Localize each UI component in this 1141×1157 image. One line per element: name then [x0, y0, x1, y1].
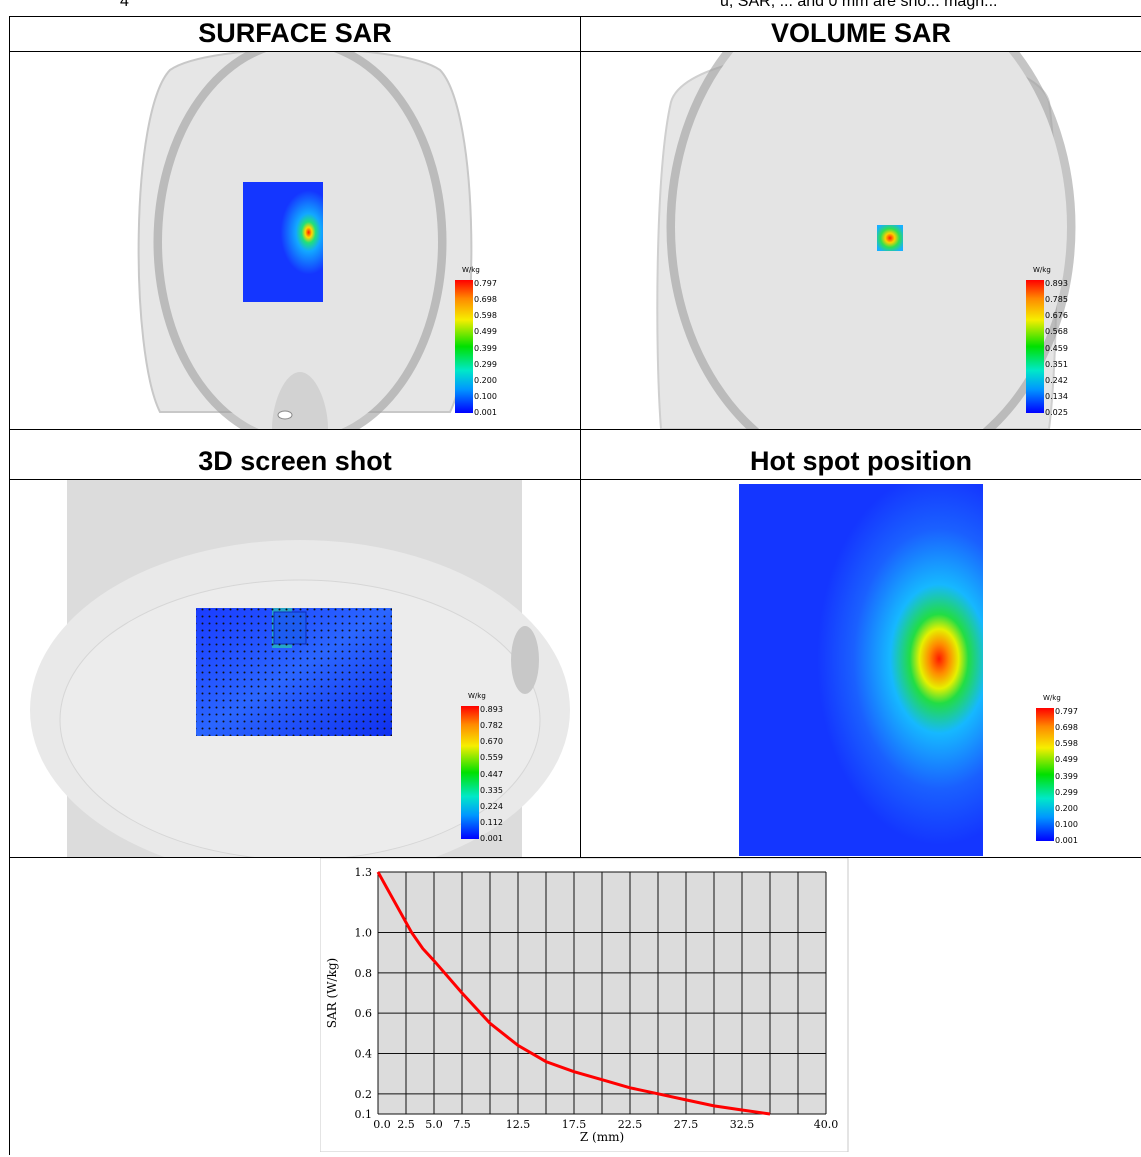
legend-tick: 0.242 [1045, 376, 1068, 385]
phantom-3d-view [30, 480, 570, 857]
legend-tick: 0.200 [474, 376, 497, 385]
y-tick-label: 0.8 [355, 967, 373, 980]
z-scan-chart-svg: 0.0 2.5 5.0 7.5 12.5 17.5 22.5 27.5 32.5 40.0 1.3… [319, 857, 849, 1153]
legend-tick: 0.785 [1045, 295, 1068, 304]
surface-sar-panel: W/kg 0.797 0.698 0.598 0.499 0.399 0.299… [10, 52, 580, 429]
legend-tick: 0.698 [1055, 723, 1078, 732]
phantom-top-view [137, 52, 473, 429]
legend-tick: 0.025 [1045, 408, 1068, 417]
volume-sar-map [877, 225, 903, 251]
table-border-left [9, 16, 10, 1155]
legend-tick: 0.112 [480, 818, 503, 827]
y-axis-label: SAR (W/kg) [325, 958, 339, 1028]
x-tick-label: 32.5 [730, 1118, 755, 1131]
hot-spot-legend: W/kg 0.797 0.698 0.598 0.499 0.399 0.299… [1036, 694, 1106, 854]
surface-sar-legend: W/kg 0.797 0.698 0.598 0.499 0.399 0.299… [455, 266, 525, 426]
measurement-grid [196, 608, 392, 736]
surface-sar-map [243, 182, 323, 302]
legend-tick: 0.335 [480, 786, 503, 795]
y-tick-label: 1.3 [355, 866, 373, 879]
screen-3d-legend: W/kg 0.893 0.782 0.670 0.559 0.447 0.335… [461, 692, 531, 852]
x-axis-label: Z (mm) [580, 1130, 624, 1144]
volume-sar-legend: W/kg 0.893 0.785 0.676 0.568 0.459 0.351… [1026, 266, 1096, 426]
legend-tick: 0.100 [1055, 820, 1078, 829]
legend-tick: 0.797 [1055, 707, 1078, 716]
hot-spot-panel: W/kg 0.797 0.698 0.598 0.499 0.399 0.299… [581, 480, 1141, 857]
volume-sar-title: VOLUME SAR [770, 18, 951, 48]
legend-tick: 0.224 [480, 802, 503, 811]
y-tick-label: 0.6 [355, 1007, 373, 1020]
legend-unit: W/kg [1043, 694, 1061, 702]
legend-color-bar [1026, 280, 1044, 413]
hot-spot-map [739, 484, 983, 856]
x-tick-label: 27.5 [674, 1118, 699, 1131]
legend-tick: 0.001 [1055, 836, 1078, 845]
legend-tick: 0.782 [480, 721, 503, 730]
legend-tick: 0.893 [480, 705, 503, 714]
table-rule [9, 51, 1141, 52]
legend-color-bar [461, 706, 479, 839]
legend-unit: W/kg [1033, 266, 1051, 274]
legend-tick: 0.447 [480, 770, 503, 779]
y-tick-label: 0.1 [355, 1108, 373, 1121]
legend-tick: 0.559 [480, 753, 503, 762]
x-tick-label: 12.5 [506, 1118, 531, 1131]
legend-tick: 0.399 [1055, 772, 1078, 781]
hot-spot-title: Hot spot position [750, 446, 972, 476]
x-tick-label: 2.5 [397, 1118, 415, 1131]
sar-curve [376, 871, 771, 1116]
legend-tick: 0.299 [1055, 788, 1078, 797]
y-tick-label: 0.4 [355, 1048, 373, 1061]
legend-color-bar [1036, 708, 1054, 841]
legend-tick: 0.676 [1045, 311, 1068, 320]
legend-tick: 0.399 [474, 344, 497, 353]
x-tick-label: 5.0 [425, 1118, 443, 1131]
volume-sar-panel: W/kg 0.893 0.785 0.676 0.568 0.459 0.351… [581, 52, 1141, 429]
legend-tick: 0.670 [480, 737, 503, 746]
x-tick-label: 7.5 [453, 1118, 471, 1131]
legend-tick: 0.100 [474, 392, 497, 401]
x-tick-label: 40.0 [814, 1118, 839, 1131]
z-scan-chart: 0.0 2.5 5.0 7.5 12.5 17.5 22.5 27.5 32.5 40.0 1.3… [319, 857, 850, 1153]
legend-tick: 0.351 [1045, 360, 1068, 369]
table-rule [9, 429, 1141, 430]
legend-unit: W/kg [462, 266, 480, 274]
legend-tick: 0.459 [1045, 344, 1068, 353]
phantom-top-view [656, 52, 1076, 429]
legend-tick: 0.797 [474, 279, 497, 288]
legend-tick: 0.001 [474, 408, 497, 417]
legend-tick: 0.598 [1055, 739, 1078, 748]
cut-caption-right: u, SAR, ... and 0 mm are sho... magn... [720, 0, 998, 10]
legend-tick: 0.299 [474, 360, 497, 369]
legend-tick: 0.598 [474, 311, 497, 320]
x-tick-label: 22.5 [618, 1118, 643, 1131]
legend-tick: 0.568 [1045, 327, 1068, 336]
y-tick-label: 0.2 [355, 1088, 373, 1101]
legend-tick: 0.134 [1045, 392, 1068, 401]
cut-off-caption: 4 u, SAR, ... and 0 mm are sho... magn..… [0, 0, 1141, 20]
x-tick-label: 17.5 [562, 1118, 587, 1131]
x-tick-label: 0.0 [373, 1118, 391, 1131]
y-tick-label: 1.0 [355, 927, 373, 940]
surface-sar-title: SURFACE SAR [198, 18, 392, 48]
legend-tick: 0.499 [474, 327, 497, 336]
legend-tick: 0.499 [1055, 755, 1078, 764]
legend-tick: 0.893 [1045, 279, 1068, 288]
legend-unit: W/kg [468, 692, 486, 700]
legend-tick: 0.001 [480, 834, 503, 843]
legend-tick: 0.698 [474, 295, 497, 304]
legend-tick: 0.200 [1055, 804, 1078, 813]
table-border-top [9, 16, 1141, 17]
legend-color-bar [455, 280, 473, 413]
screen-3d-panel: W/kg 0.893 0.782 0.670 0.559 0.447 0.335… [10, 480, 580, 857]
cut-caption-left: 4 [120, 0, 129, 10]
table-column-divider [580, 16, 581, 857]
table-rule [9, 479, 1141, 480]
screen-3d-title: 3D screen shot [198, 446, 392, 476]
